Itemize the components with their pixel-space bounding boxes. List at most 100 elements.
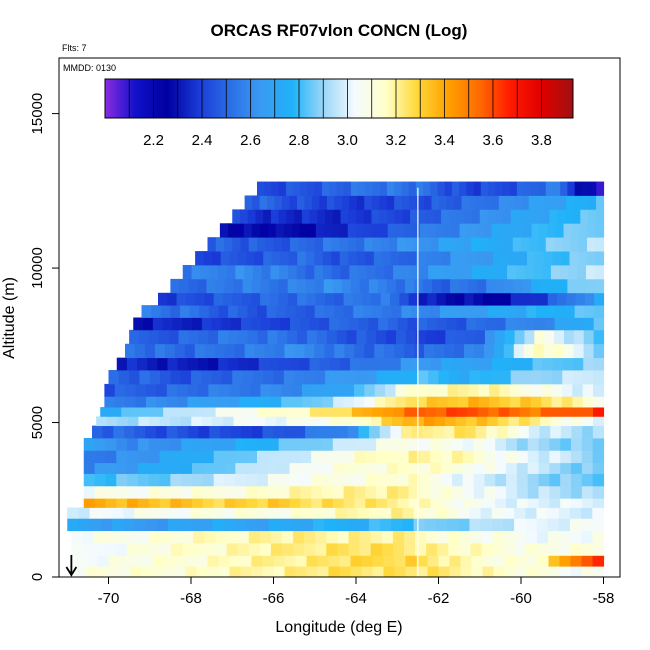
heatmap-cell: [530, 396, 542, 408]
heatmap-cell: [366, 370, 378, 385]
heatmap-cell: [83, 473, 96, 487]
heatmap-cell: [208, 305, 220, 318]
bottom-arrow-head: [65, 566, 78, 577]
heatmap-cell: [334, 305, 345, 318]
heatmap-cell: [344, 343, 355, 359]
heatmap-cell: [495, 462, 507, 474]
heatmap-cell: [241, 425, 253, 439]
heatmap-cell: [441, 437, 453, 451]
heatmap-cell: [548, 566, 561, 578]
heatmap-cell: [279, 264, 289, 280]
heatmap-cell: [187, 383, 199, 397]
heatmap-cell: [322, 396, 334, 408]
heatmap-cell: [93, 530, 106, 544]
heatmap-cell: [577, 264, 587, 280]
heatmap-cell: [559, 566, 572, 578]
heatmap-cell: [528, 425, 541, 439]
heatmap-cell: [341, 407, 353, 417]
x-tick-label: -58: [593, 590, 615, 607]
heatmap-cell: [496, 237, 506, 252]
heatmap-cell: [572, 370, 584, 385]
heatmap-cell: [348, 209, 357, 224]
heatmap-cell: [270, 264, 280, 280]
heatmap-cell: [159, 485, 171, 499]
heatmap-cell: [297, 329, 308, 345]
heatmap-cell: [362, 292, 373, 306]
heatmap-cell: [156, 383, 168, 397]
heatmap-cell: [595, 223, 605, 238]
heatmap-cell: [144, 343, 156, 359]
heatmap-cell: [192, 473, 204, 487]
heatmap-cell: [191, 416, 203, 427]
heatmap-cell: [493, 555, 506, 567]
heatmap-cell: [321, 437, 334, 451]
heatmap-cell: [571, 437, 583, 451]
heatmap-cell: [560, 498, 572, 508]
heatmap-cell: [332, 498, 345, 508]
heatmap-cell: [458, 251, 468, 266]
heatmap-cell: [267, 462, 280, 474]
heatmap-cell: [226, 530, 239, 544]
heatmap-cell: [257, 407, 269, 417]
heatmap-cell: [339, 237, 349, 252]
heatmap-cell: [488, 407, 500, 417]
heatmap-cell: [380, 357, 392, 371]
heatmap-cell: [476, 195, 485, 210]
heatmap-cell: [129, 370, 141, 385]
heatmap-cell: [71, 530, 84, 544]
heatmap-cell: [441, 473, 453, 487]
heatmap-cell: [540, 278, 550, 294]
heatmap-cell: [558, 518, 571, 532]
heatmap-cell: [190, 507, 202, 519]
heatmap-cell: [188, 278, 199, 294]
heatmap-cell: [177, 383, 189, 397]
heatmap-cell: [420, 357, 432, 371]
heatmap-cell: [386, 498, 399, 508]
heatmap-cell: [349, 416, 361, 427]
heatmap-cell: [380, 237, 390, 252]
heatmap-cell: [170, 370, 182, 385]
heatmap-cell: [260, 292, 270, 306]
heatmap-cell: [477, 407, 489, 417]
heatmap-cell: [504, 566, 517, 578]
heatmap-cell: [527, 485, 540, 499]
heatmap-cell: [397, 370, 409, 385]
heatmap-cell: [201, 317, 213, 331]
heatmap-cell: [246, 498, 258, 508]
heatmap-cell: [390, 292, 400, 306]
heatmap-cell: [372, 407, 384, 417]
heatmap-cell: [170, 416, 182, 427]
heatmap-cell: [83, 437, 96, 451]
heatmap-cell: [430, 450, 442, 464]
heatmap-cell: [229, 566, 242, 578]
heatmap-cell: [314, 251, 324, 266]
heatmap-cell: [463, 264, 473, 280]
heatmap-cell: [111, 518, 124, 532]
heatmap-cell: [397, 473, 410, 487]
heatmap-cell: [152, 566, 165, 578]
heatmap-cell: [357, 518, 370, 532]
heatmap-cell: [387, 223, 397, 238]
heatmap-cell: [552, 251, 562, 266]
heatmap-cell: [381, 530, 394, 544]
heatmap-cell: [223, 507, 236, 519]
heatmap-cell: [360, 416, 372, 427]
heatmap-cell: [531, 370, 543, 385]
heatmap-cell: [386, 370, 398, 385]
heatmap-cell: [583, 357, 594, 371]
heatmap-cell: [196, 555, 209, 567]
heatmap-cell: [156, 396, 168, 408]
heatmap-cell: [448, 543, 460, 556]
heatmap-cell: [187, 357, 199, 371]
heatmap-cell: [167, 357, 179, 371]
heatmap-cell: [584, 305, 595, 318]
heatmap-cell: [479, 370, 491, 385]
heatmap-cell: [336, 329, 348, 345]
heatmap-cell: [156, 518, 169, 532]
heatmap-cell: [538, 498, 550, 508]
heatmap-cell: [358, 425, 370, 439]
heatmap-cell: [351, 407, 363, 417]
heatmap-cell: [197, 396, 209, 408]
heatmap-cell: [86, 566, 99, 578]
heatmap-cell: [224, 462, 236, 474]
